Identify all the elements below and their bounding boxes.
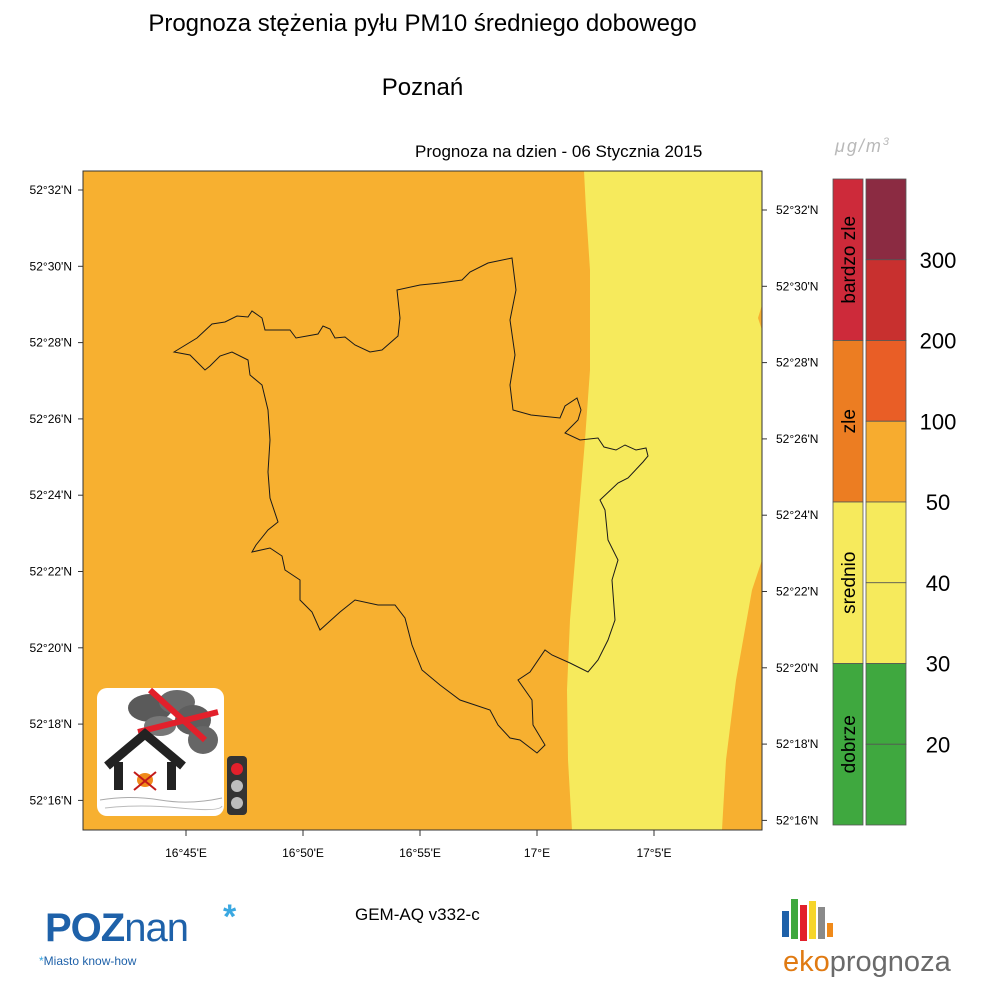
poznan-tagline-star: * bbox=[39, 954, 44, 968]
ekoprognoza-logo: ekoprognoza bbox=[783, 946, 951, 979]
poznan-logo: POZnan * *Miasto know-how bbox=[39, 898, 236, 968]
legend-category-label: dobrze bbox=[839, 715, 860, 773]
right-lat-label: 52°24'N bbox=[776, 508, 818, 522]
eko-logo-part2: prognoza bbox=[829, 946, 951, 978]
legend-value: 30 bbox=[926, 652, 950, 677]
right-latitude-axis: 52°32'N 52°30'N 52°28'N 52°26'N 52°24'N 52°22… bbox=[762, 203, 818, 827]
legend-scale-swatch bbox=[865, 663, 907, 745]
right-lat-label: 52°22'N bbox=[776, 585, 818, 599]
legend-value: 20 bbox=[926, 732, 950, 757]
right-lat-label: 52°32'N bbox=[776, 203, 818, 217]
legend-value: 200 bbox=[920, 329, 957, 354]
unit-prefix: μg/m bbox=[835, 136, 883, 156]
legend-value: 100 bbox=[920, 409, 957, 434]
forecast-date: Prognoza na dzien - 06 Stycznia 2015 bbox=[415, 142, 703, 161]
lon-label: 16°45'E bbox=[165, 846, 207, 860]
lon-label: 16°50'E bbox=[282, 846, 324, 860]
right-lat-label: 52°16'N bbox=[776, 813, 818, 827]
legend-category-label: zle bbox=[839, 409, 860, 433]
poznan-logo-star: * bbox=[223, 898, 237, 936]
forecast-map: 52°32'N 52°30'N 52°28'N 52°26'N 52°24'N 52°22… bbox=[30, 170, 957, 860]
page-title: Prognoza stężenia pyłu PM10 średniego do… bbox=[148, 10, 697, 37]
legend-category-label: srednio bbox=[839, 552, 860, 614]
poznan-logo-main: POZ bbox=[45, 906, 125, 950]
legend-scale-swatch bbox=[865, 501, 907, 584]
legend-scale-swatch bbox=[865, 259, 907, 341]
legend-scale-swatch bbox=[865, 582, 907, 664]
lon-label: 17°E bbox=[524, 846, 550, 860]
right-lat-label: 52°26'N bbox=[776, 432, 818, 446]
legend-category-swatch bbox=[832, 340, 864, 503]
right-lat-label: 52°30'N bbox=[776, 279, 818, 293]
concentration-zone bbox=[567, 171, 762, 830]
left-lat-label: 52°32'N bbox=[30, 183, 72, 197]
no-smoke-badge bbox=[97, 687, 224, 816]
legend-scale-swatch bbox=[865, 420, 907, 503]
unit-power: 3 bbox=[882, 136, 891, 148]
left-lat-label: 52°18'N bbox=[30, 717, 72, 731]
poznan-logo-rest: nan bbox=[124, 906, 189, 950]
lon-label: 17°5'E bbox=[636, 846, 671, 860]
legend-scale-swatch bbox=[865, 340, 907, 422]
legend-scale bbox=[865, 178, 907, 826]
legend-value: 50 bbox=[926, 490, 950, 515]
legend-category-swatch bbox=[832, 501, 864, 664]
ekoprognoza-bars-icon bbox=[782, 899, 833, 941]
left-lat-label: 52°24'N bbox=[30, 488, 72, 502]
legend-categories: bardzo zle zle srednio dobrze bbox=[832, 178, 864, 826]
right-lat-label: 52°20'N bbox=[776, 661, 818, 675]
legend-value: 300 bbox=[920, 248, 957, 273]
traffic-light-icon bbox=[227, 756, 247, 815]
unit-label: μg/m3 bbox=[835, 136, 891, 157]
legend-values: 300 200 100 50 40 30 20 bbox=[920, 248, 957, 758]
legend-category-swatch bbox=[832, 663, 864, 826]
legend-value: 40 bbox=[926, 571, 950, 596]
legend-category-label: bardzo zle bbox=[839, 216, 860, 304]
right-lat-label: 52°18'N bbox=[776, 737, 818, 751]
legend-scale-swatch bbox=[865, 743, 907, 826]
longitude-axis: 16°45'E 16°50'E 16°55'E 17°E 17°5'E bbox=[165, 830, 672, 860]
left-lat-label: 52°16'N bbox=[30, 793, 72, 807]
eko-logo-part1: eko bbox=[783, 946, 830, 978]
left-lat-label: 52°28'N bbox=[30, 336, 72, 350]
city-boundary bbox=[172, 257, 649, 754]
lon-label: 16°55'E bbox=[399, 846, 441, 860]
legend-scale-swatch bbox=[865, 178, 907, 261]
left-lat-label: 52°26'N bbox=[30, 412, 72, 426]
poznan-tagline-text: Miasto know-how bbox=[43, 954, 137, 968]
right-lat-label: 52°28'N bbox=[776, 356, 818, 370]
model-label: GEM-AQ v332-c bbox=[355, 905, 480, 924]
legend-category-swatch bbox=[832, 178, 864, 341]
left-lat-label: 52°30'N bbox=[30, 259, 72, 273]
left-lat-label: 52°22'N bbox=[30, 565, 72, 579]
city-subtitle: Poznań bbox=[381, 74, 464, 101]
left-lat-label: 52°20'N bbox=[30, 641, 72, 655]
no-smoke-icon bbox=[99, 687, 223, 811]
poznan-tagline: *Miasto know-how bbox=[39, 954, 188, 968]
poznan-logo-word: POZnan bbox=[45, 906, 189, 950]
left-latitude-axis: 52°32'N 52°30'N 52°28'N 52°26'N 52°24'N 52°22… bbox=[30, 183, 83, 807]
